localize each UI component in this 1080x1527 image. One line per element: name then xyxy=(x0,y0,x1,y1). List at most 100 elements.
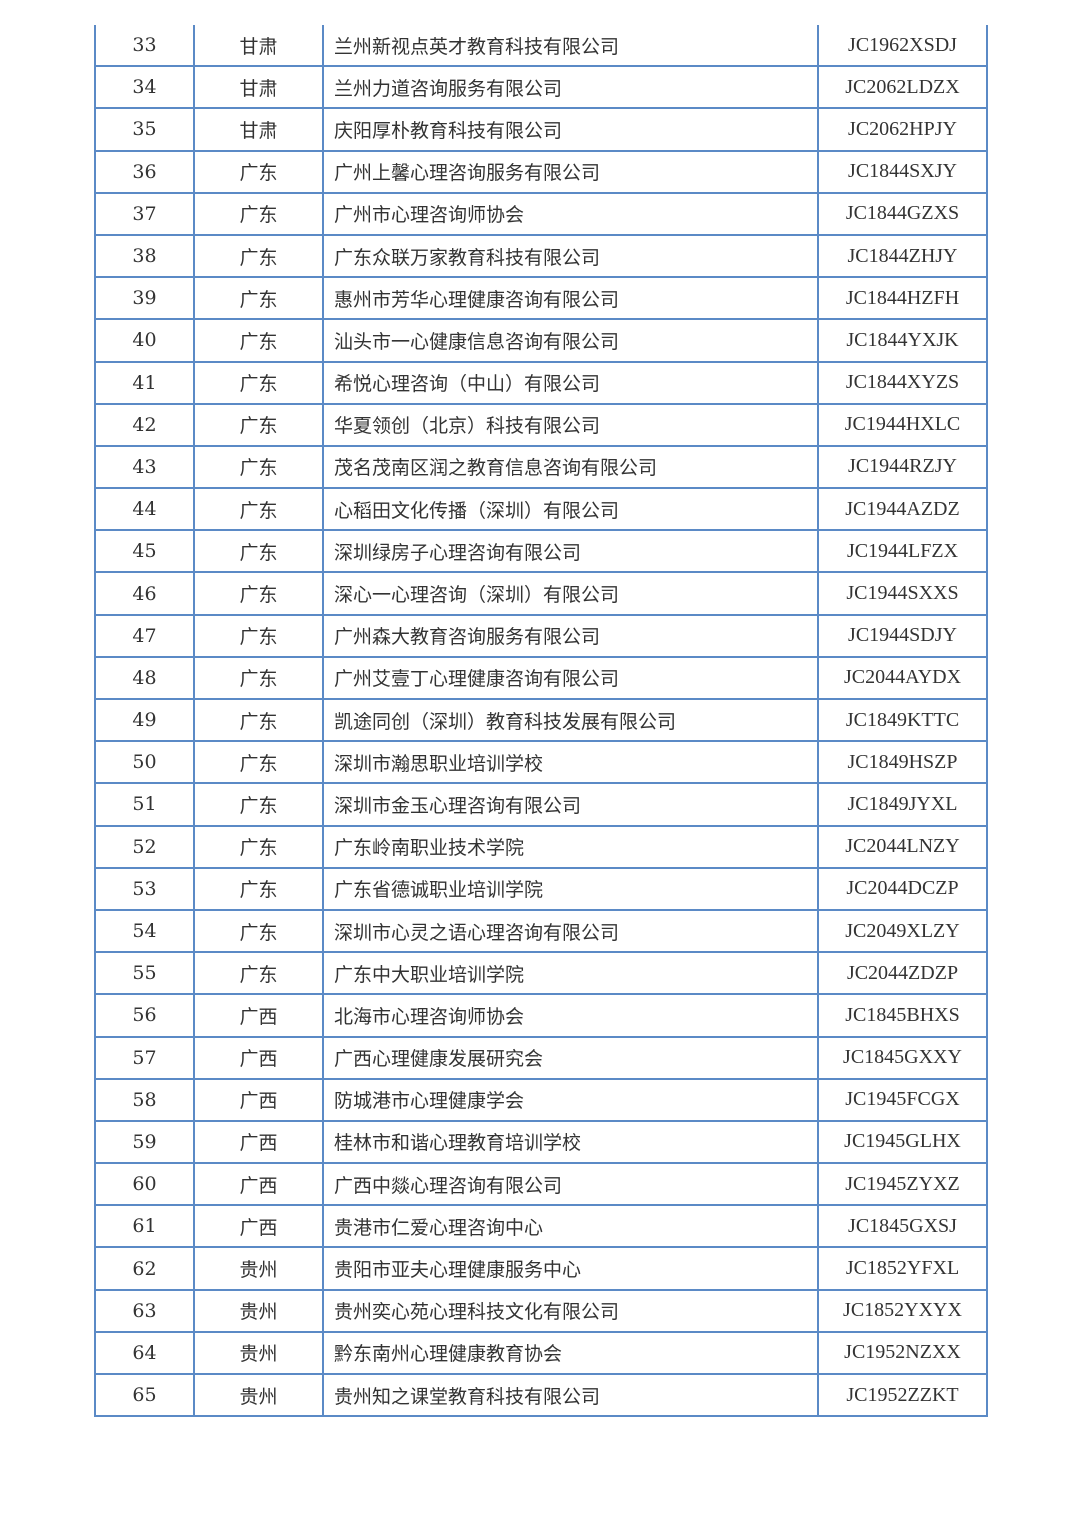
code-cell: JC2044AYDX xyxy=(817,655,988,701)
table-row: 54 广东 深圳市心灵之语心理咨询有限公司 JC2049XLZY xyxy=(94,908,988,954)
code-cell: JC1844ZHJY xyxy=(817,233,988,279)
row-number-cell: 33 xyxy=(94,25,195,68)
code-cell: JC1945ZYXZ xyxy=(817,1162,988,1207)
institution-name-cell: 深圳市金玉心理咨询有限公司 xyxy=(322,782,819,827)
table-row: 51 广东 深圳市金玉心理咨询有限公司 JC1849JYXL xyxy=(94,782,988,827)
institution-name-cell: 防城港市心理健康学会 xyxy=(322,1077,819,1122)
institution-name-cell: 心稻田文化传播（深圳）有限公司 xyxy=(322,487,819,532)
code-cell: JC1945GLHX xyxy=(817,1119,988,1165)
row-number-cell: 45 xyxy=(94,529,195,574)
province-cell: 甘肃 xyxy=(193,25,324,68)
code-cell: JC2044DCZP xyxy=(817,866,988,911)
table-row: 42 广东 华夏领创（北京）科技有限公司 JC1944HXLC xyxy=(94,402,988,447)
province-cell: 广东 xyxy=(193,655,324,701)
province-cell: 广东 xyxy=(193,908,324,954)
province-cell: 广东 xyxy=(193,866,324,911)
code-cell: JC1852YFXL xyxy=(817,1246,988,1291)
province-cell: 广东 xyxy=(193,487,324,532)
row-number-cell: 50 xyxy=(94,740,195,785)
code-cell: JC1944LFZX xyxy=(817,529,988,574)
code-cell: JC2044ZDZP xyxy=(817,951,988,996)
code-cell: JC1944HXLC xyxy=(817,402,988,447)
institution-name-cell: 贵港市仁爱心理咨询中心 xyxy=(322,1204,819,1249)
code-cell: JC1844GZXS xyxy=(817,191,988,236)
institution-name-cell: 黔东南州心理健康教育协会 xyxy=(322,1330,819,1376)
province-cell: 广东 xyxy=(193,782,324,827)
row-number-cell: 44 xyxy=(94,487,195,532)
code-cell: JC1844YXJK xyxy=(817,318,988,363)
row-number-cell: 61 xyxy=(94,1204,195,1249)
table-row: 60 广西 广西中燚心理咨询有限公司 JC1945ZYXZ xyxy=(94,1162,988,1207)
province-cell: 广东 xyxy=(193,149,324,194)
code-cell: JC1944SDJY xyxy=(817,613,988,658)
code-cell: JC1844XYZS xyxy=(817,360,988,405)
institution-name-cell: 庆阳厚朴教育科技有限公司 xyxy=(322,107,819,152)
table-row: 44 广东 心稻田文化传播（深圳）有限公司 JC1944AZDZ xyxy=(94,487,988,532)
province-cell: 甘肃 xyxy=(193,107,324,152)
table-row: 65 贵州 贵州知之课堂教育科技有限公司 JC1952ZZKT xyxy=(94,1372,988,1418)
province-cell: 广东 xyxy=(193,571,324,616)
table-row: 38 广东 广东众联万家教育科技有限公司 JC1844ZHJY xyxy=(94,233,988,279)
institution-name-cell: 贵阳市亚夫心理健康服务中心 xyxy=(322,1246,819,1291)
province-cell: 广东 xyxy=(193,444,324,490)
code-cell: JC2062HPJY xyxy=(817,107,988,152)
institution-name-cell: 深心一心理咨询（深圳）有限公司 xyxy=(322,571,819,616)
institution-name-cell: 广西心理健康发展研究会 xyxy=(322,1035,819,1080)
table-row: 64 贵州 黔东南州心理健康教育协会 JC1952NZXX xyxy=(94,1330,988,1376)
province-cell: 广西 xyxy=(193,1204,324,1249)
code-cell: JC2044LNZY xyxy=(817,824,988,869)
institution-name-cell: 深圳市瀚思职业培训学校 xyxy=(322,740,819,785)
row-number-cell: 43 xyxy=(94,444,195,490)
row-number-cell: 40 xyxy=(94,318,195,363)
code-cell: JC1849JYXL xyxy=(817,782,988,827)
institution-name-cell: 广东中大职业培训学院 xyxy=(322,951,819,996)
province-cell: 贵州 xyxy=(193,1288,324,1333)
row-number-cell: 63 xyxy=(94,1288,195,1333)
province-cell: 广东 xyxy=(193,402,324,447)
institution-name-cell: 惠州市芳华心理健康咨询有限公司 xyxy=(322,276,819,321)
institution-name-cell: 广东省德诚职业培训学院 xyxy=(322,866,819,911)
row-number-cell: 42 xyxy=(94,402,195,447)
institution-name-cell: 贵州知之课堂教育科技有限公司 xyxy=(322,1372,819,1418)
province-cell: 贵州 xyxy=(193,1372,324,1418)
row-number-cell: 49 xyxy=(94,697,195,743)
code-cell: JC1962XSDJ xyxy=(817,25,988,68)
province-cell: 广东 xyxy=(193,824,324,869)
code-cell: JC1944RZJY xyxy=(817,444,988,490)
institution-table: 33 甘肃 兰州新视点英才教育科技有限公司 JC1962XSDJ 34 甘肃 兰州力道咨询服… xyxy=(94,25,988,1418)
institution-name-cell: 兰州新视点英才教育科技有限公司 xyxy=(322,25,819,68)
code-cell: JC1944SXXS xyxy=(817,571,988,616)
code-cell: JC1945FCGX xyxy=(817,1077,988,1122)
table-row: 62 贵州 贵阳市亚夫心理健康服务中心 JC1852YFXL xyxy=(94,1246,988,1291)
table-row: 37 广东 广州市心理咨询师协会 JC1844GZXS xyxy=(94,191,988,236)
institution-name-cell: 兰州力道咨询服务有限公司 xyxy=(322,65,819,110)
row-number-cell: 34 xyxy=(94,65,195,110)
row-number-cell: 57 xyxy=(94,1035,195,1080)
province-cell: 广西 xyxy=(193,1119,324,1165)
institution-name-cell: 深圳绿房子心理咨询有限公司 xyxy=(322,529,819,574)
code-cell: JC2062LDZX xyxy=(817,65,988,110)
row-number-cell: 39 xyxy=(94,276,195,321)
table-row: 46 广东 深心一心理咨询（深圳）有限公司 JC1944SXXS xyxy=(94,571,988,616)
institution-name-cell: 桂林市和谐心理教育培训学校 xyxy=(322,1119,819,1165)
table-row: 43 广东 茂名茂南区润之教育信息咨询有限公司 JC1944RZJY xyxy=(94,444,988,490)
province-cell: 广西 xyxy=(193,1077,324,1122)
institution-name-cell: 广州森大教育咨询服务有限公司 xyxy=(322,613,819,658)
province-cell: 广东 xyxy=(193,740,324,785)
code-cell: JC1952ZZKT xyxy=(817,1372,988,1418)
institution-name-cell: 茂名茂南区润之教育信息咨询有限公司 xyxy=(322,444,819,490)
row-number-cell: 37 xyxy=(94,191,195,236)
table-row: 56 广西 北海市心理咨询师协会 JC1845BHXS xyxy=(94,993,988,1038)
institution-name-cell: 汕头市一心健康信息咨询有限公司 xyxy=(322,318,819,363)
table-row: 55 广东 广东中大职业培训学院 JC2044ZDZP xyxy=(94,951,988,996)
table-row: 53 广东 广东省德诚职业培训学院 JC2044DCZP xyxy=(94,866,988,911)
row-number-cell: 52 xyxy=(94,824,195,869)
institution-name-cell: 贵州奕心苑心理科技文化有限公司 xyxy=(322,1288,819,1333)
institution-name-cell: 广东岭南职业技术学院 xyxy=(322,824,819,869)
row-number-cell: 35 xyxy=(94,107,195,152)
row-number-cell: 60 xyxy=(94,1162,195,1207)
institution-name-cell: 广西中燚心理咨询有限公司 xyxy=(322,1162,819,1207)
row-number-cell: 41 xyxy=(94,360,195,405)
institution-name-cell: 华夏领创（北京）科技有限公司 xyxy=(322,402,819,447)
province-cell: 贵州 xyxy=(193,1246,324,1291)
